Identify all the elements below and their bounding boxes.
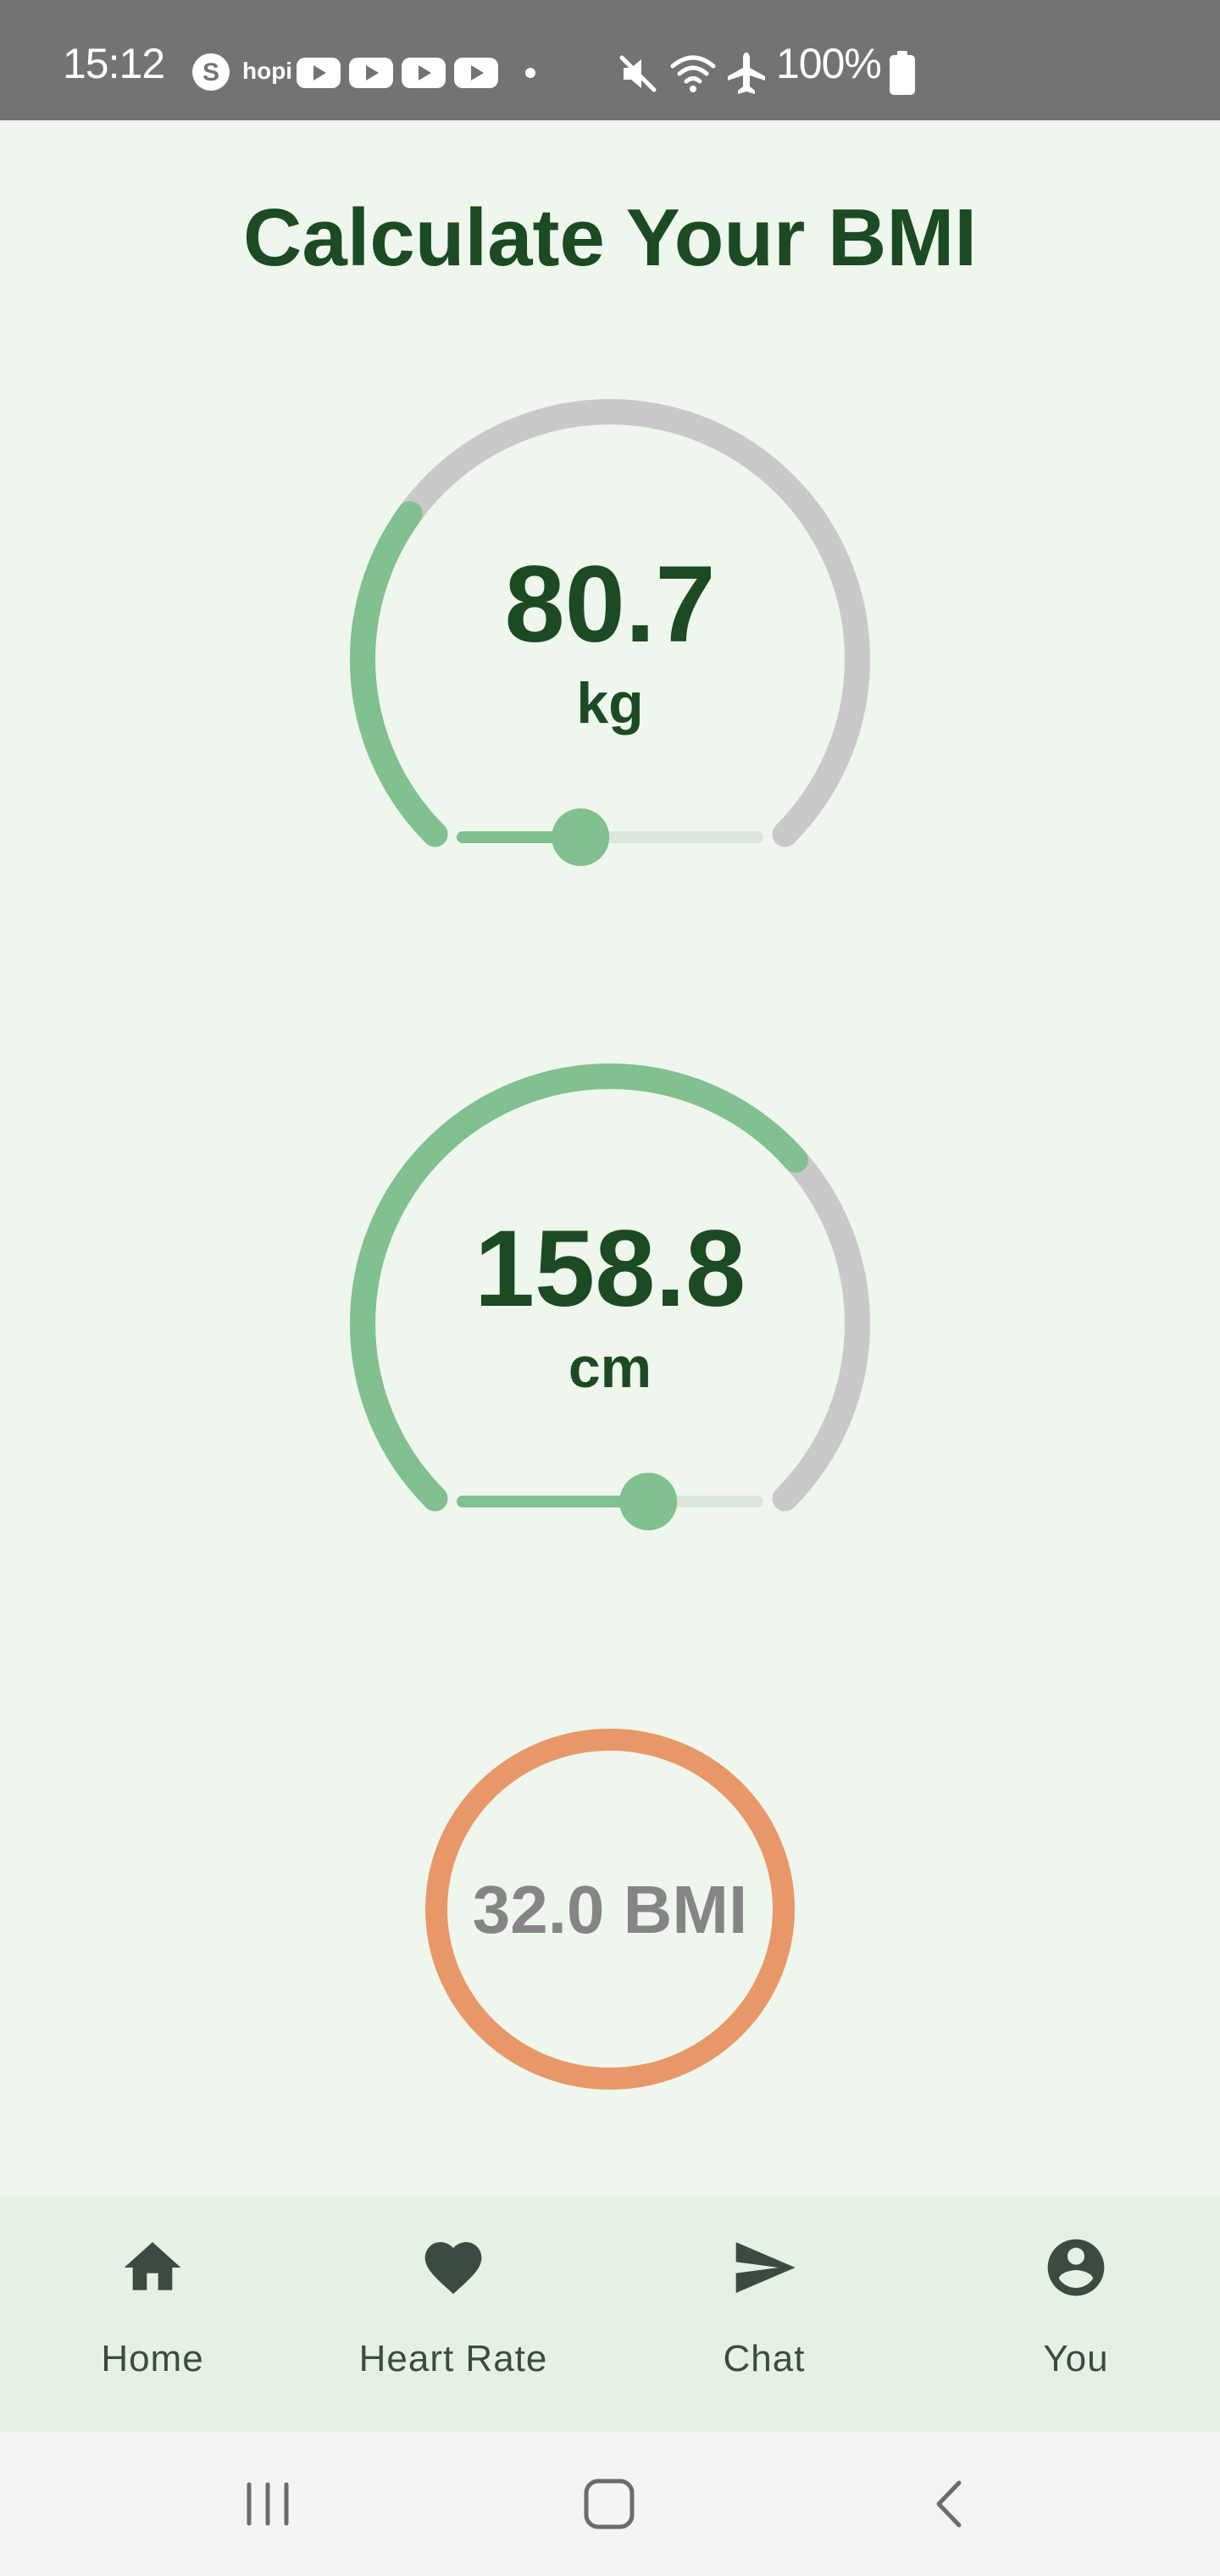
status-time: 15:12 [63,40,165,87]
nav-label-home: Home [101,2338,204,2379]
home-icon [124,2242,181,2290]
page-title: Calculate Your BMI [243,192,977,283]
youtube-icon [402,58,446,88]
nav-label-heart-rate: Heart Rate [358,2338,548,2379]
status-bar: 15:12 S hopi 100% [0,0,1220,120]
weight-arc-active [350,501,448,847]
bmi-result: 32.0 BMI [424,1727,796,2091]
wifi-icon [670,55,716,92]
battery-percentage: 100% [776,40,882,87]
weight-value: 80.7 [504,544,716,665]
weight-unit: kg [576,671,644,736]
mute-icon [619,55,657,92]
weight-gauge[interactable]: 80.7 kg [339,390,881,898]
home-button-icon[interactable] [583,2478,635,2530]
youtube-icon [454,58,498,88]
recent-apps-icon[interactable] [242,2479,293,2529]
battery-icon [890,51,915,95]
svg-text:S: S [202,58,219,86]
nav-label-chat: Chat [723,2338,806,2379]
back-icon[interactable] [929,2478,968,2530]
system-navigation-bar [0,2432,1220,2576]
nav-item-you[interactable]: You [923,2196,1220,2432]
nav-item-home[interactable]: Home [0,2196,305,2432]
height-unit: cm [568,1335,652,1400]
height-gauge[interactable]: 158.8 cm [339,1054,881,1563]
airplane-icon [728,53,765,94]
send-icon [735,2242,796,2293]
nav-label-you: You [1043,2338,1109,2379]
bmi-ring [425,1729,795,2090]
nav-item-heart-rate[interactable]: Heart Rate [301,2196,606,2432]
account-circle-icon [1047,2239,1105,2296]
hopi-icon: hopi [242,58,293,84]
bottom-navigation: Home Heart Rate Chat You [0,2196,1220,2432]
weight-slider-thumb[interactable] [552,808,610,866]
height-arc-active [350,1063,808,1512]
height-slider-thumb[interactable] [619,1473,678,1530]
nav-item-chat[interactable]: Chat [612,2196,917,2432]
bmi-value: 32.0 BMI [472,1872,748,1947]
youtube-icon [349,58,393,88]
youtube-icon [297,58,341,88]
skype-icon: S [192,53,230,91]
heart-icon [424,2242,482,2295]
dot-icon [525,68,535,78]
height-value: 158.8 [474,1208,746,1330]
